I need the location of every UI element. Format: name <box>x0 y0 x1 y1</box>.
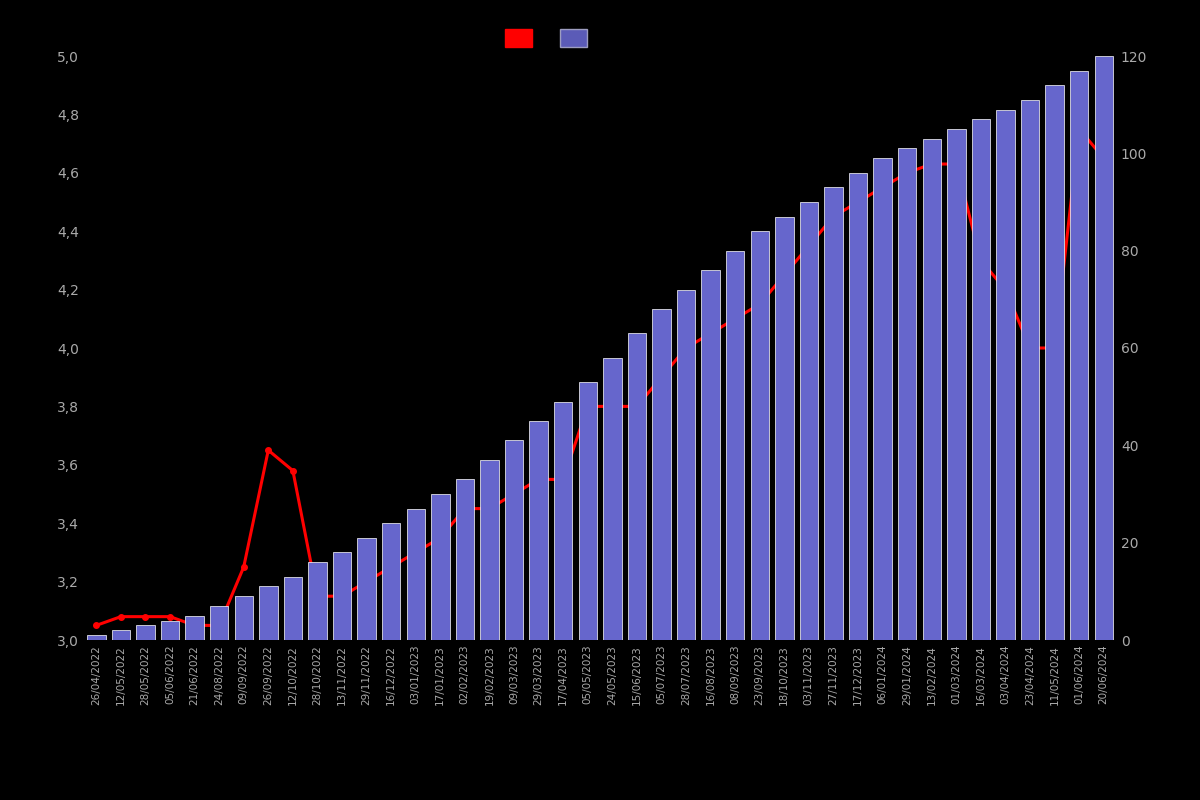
Bar <box>308 562 326 640</box>
Bar <box>750 231 769 640</box>
Bar <box>848 173 868 640</box>
Bar <box>554 402 572 640</box>
Bar <box>137 626 155 640</box>
Bar <box>259 586 277 640</box>
Bar <box>456 479 474 640</box>
Bar <box>1021 100 1039 640</box>
Bar <box>653 309 671 640</box>
Bar <box>210 606 228 640</box>
Bar <box>234 596 253 640</box>
Bar <box>505 441 523 640</box>
Bar <box>283 577 302 640</box>
Bar <box>529 421 547 640</box>
Bar <box>628 334 646 640</box>
Bar <box>332 552 352 640</box>
Bar <box>726 250 744 640</box>
Bar <box>824 187 842 640</box>
Bar <box>677 290 695 640</box>
Bar <box>775 217 793 640</box>
Bar <box>88 635 106 640</box>
Bar <box>480 460 499 640</box>
Bar <box>996 110 1015 640</box>
Bar <box>874 158 892 640</box>
Bar <box>382 523 401 640</box>
Bar <box>972 119 990 640</box>
Bar <box>578 382 596 640</box>
Bar <box>947 129 966 640</box>
Legend: , : , <box>499 22 598 53</box>
Bar <box>1070 70 1088 640</box>
Bar <box>604 358 622 640</box>
Bar <box>358 538 376 640</box>
Bar <box>923 138 941 640</box>
Bar <box>898 149 917 640</box>
Bar <box>185 616 204 640</box>
Bar <box>431 494 450 640</box>
Bar <box>407 509 425 640</box>
Bar <box>112 630 130 640</box>
Bar <box>701 270 720 640</box>
Bar <box>799 202 818 640</box>
Bar <box>161 621 179 640</box>
Bar <box>1094 56 1112 640</box>
Bar <box>1045 86 1063 640</box>
